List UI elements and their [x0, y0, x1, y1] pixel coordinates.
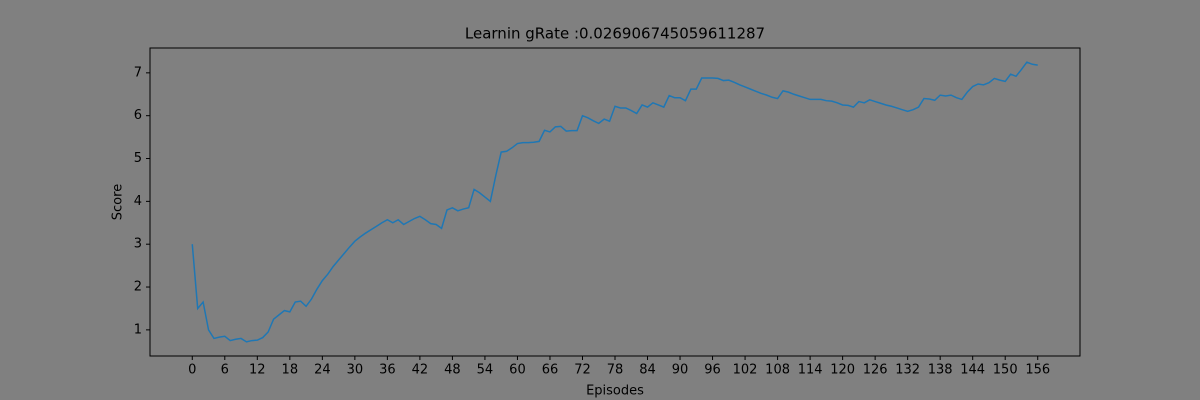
x-tick-label: 150	[993, 363, 1018, 378]
x-tick-label: 144	[960, 363, 985, 378]
x-tick-label: 48	[444, 363, 461, 378]
x-tick-label: 54	[477, 363, 494, 378]
x-tick-label: 0	[188, 363, 196, 378]
x-tick-label: 6	[221, 363, 229, 378]
x-tick-label: 90	[672, 363, 689, 378]
y-tick-label: 7	[134, 65, 142, 80]
x-tick-label: 60	[509, 363, 526, 378]
plot-frame	[149, 47, 1081, 357]
x-tick-label: 84	[639, 363, 656, 378]
x-tick-label: 72	[574, 363, 591, 378]
y-tick-label: 1	[134, 322, 142, 337]
x-tick-label: 18	[282, 363, 299, 378]
x-tick-label: 126	[863, 363, 888, 378]
x-tick-label: 132	[895, 363, 920, 378]
y-tick-label: 4	[134, 194, 142, 209]
y-tick-label: 3	[134, 237, 142, 252]
x-tick-label: 24	[314, 363, 331, 378]
chart-title: Learnin gRate :0.026906745059611287	[465, 25, 765, 43]
x-tick-label: 96	[704, 363, 721, 378]
x-tick-label: 114	[798, 363, 823, 378]
y-tick-label: 2	[134, 280, 142, 295]
x-tick-label: 138	[928, 363, 953, 378]
y-tick-label: 6	[134, 108, 142, 123]
y-tick-label: 5	[134, 151, 142, 166]
x-tick-label: 156	[1025, 363, 1050, 378]
x-tick-label: 120	[830, 363, 855, 378]
x-tick-label: 36	[379, 363, 396, 378]
x-tick-label: 108	[765, 363, 790, 378]
x-tick-label: 42	[412, 363, 429, 378]
x-axis-label: Episodes	[586, 384, 644, 399]
x-tick-label: 78	[607, 363, 624, 378]
x-tick-label: 12	[249, 363, 266, 378]
x-tick-label: 30	[347, 363, 364, 378]
y-axis-label: Score	[111, 184, 126, 220]
x-tick-label: 66	[542, 363, 559, 378]
data-line	[191, 61, 1038, 343]
x-tick-label: 102	[733, 363, 758, 378]
